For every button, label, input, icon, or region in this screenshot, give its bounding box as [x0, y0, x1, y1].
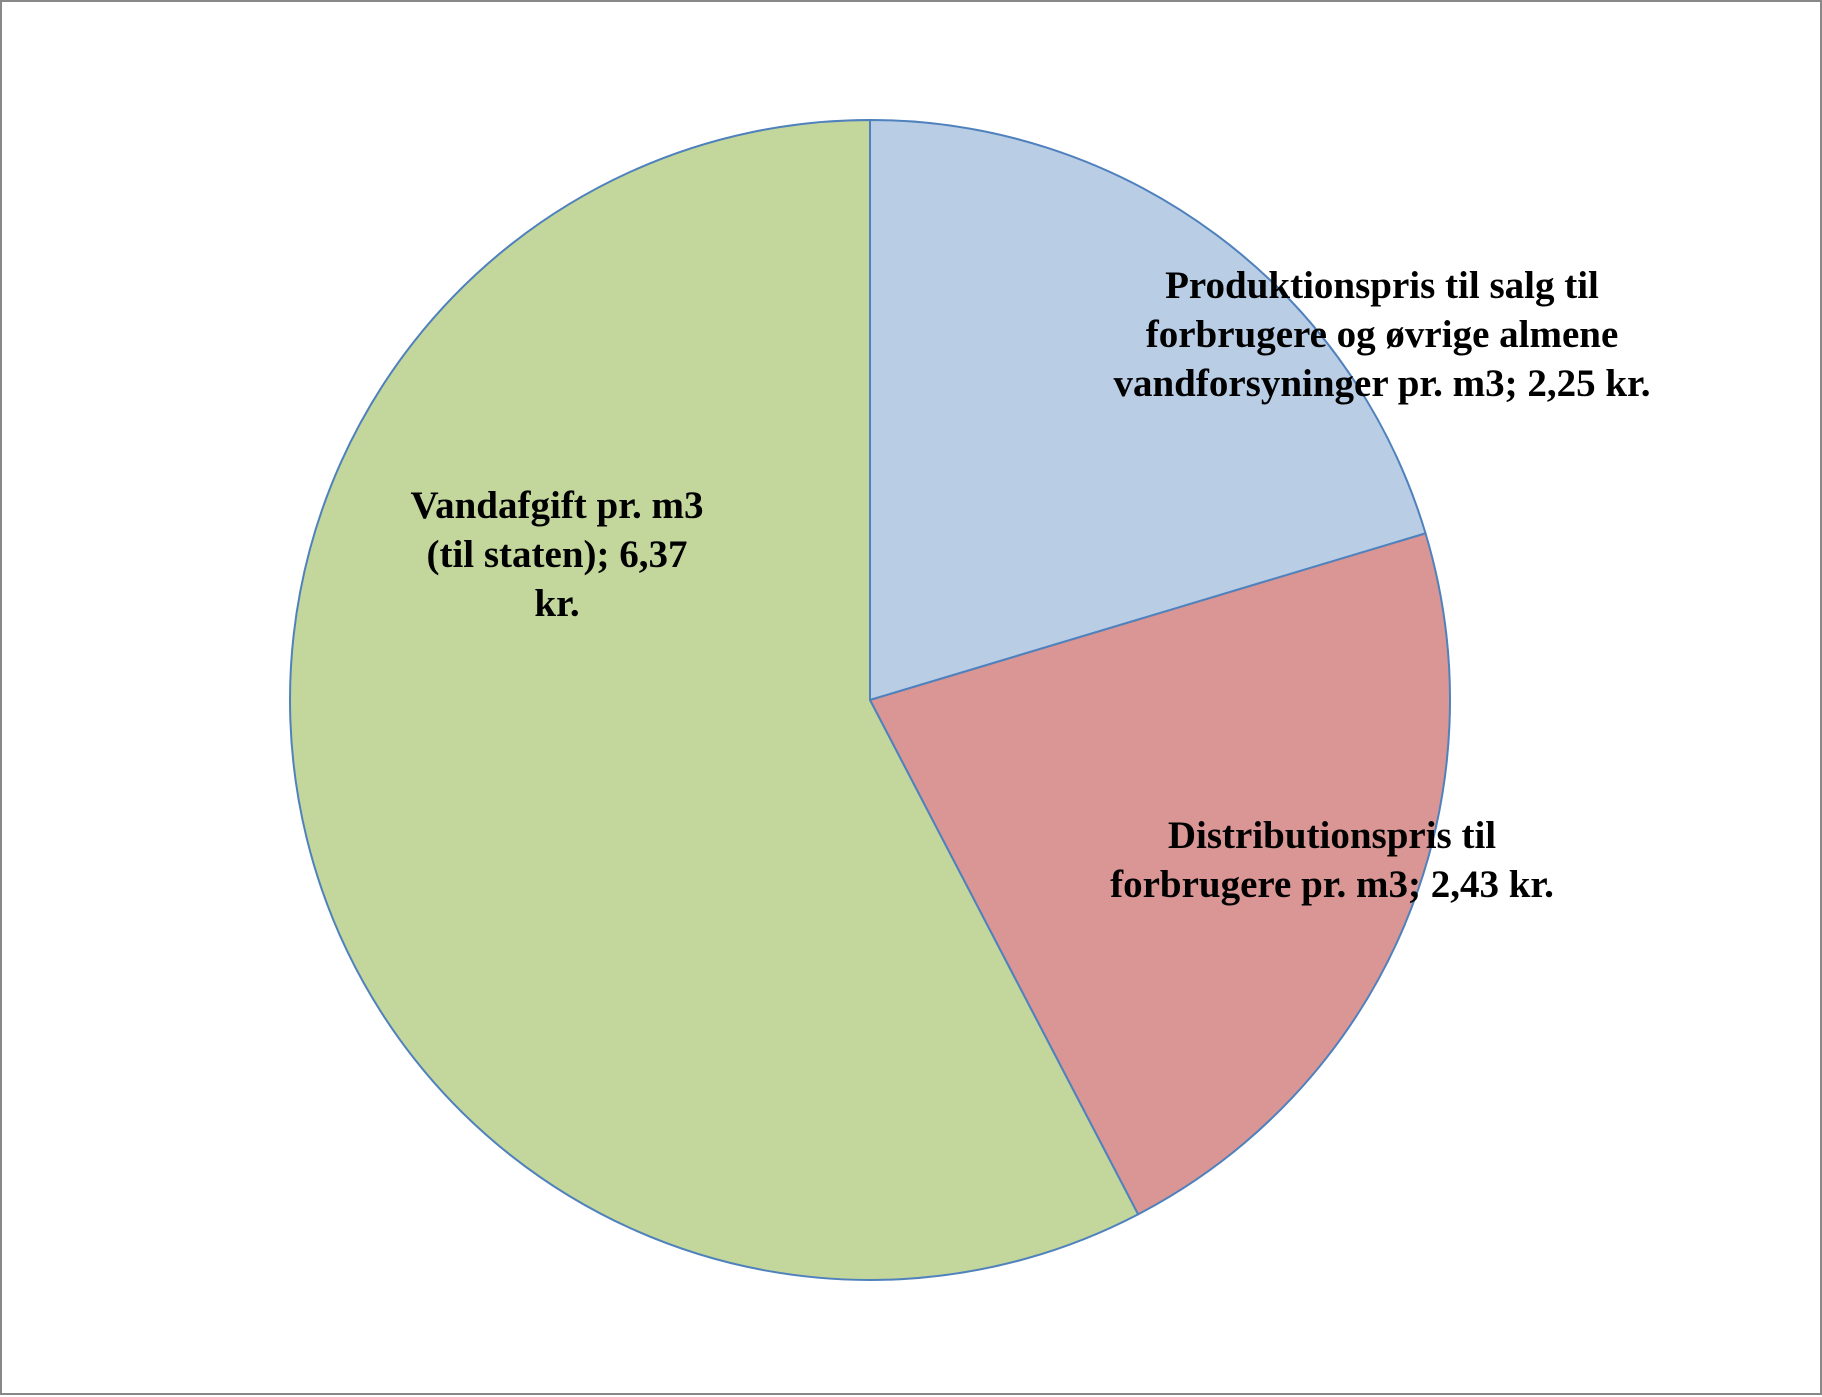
- pie-chart-svg: [2, 2, 1822, 1397]
- slice-label-distributionspris: Distributionspris til forbrugere pr. m3;…: [1012, 812, 1652, 910]
- slice-label-produktionspris: Produktionspris til salg til forbrugere …: [1022, 262, 1742, 408]
- slice-label-vandafgift: Vandafgift pr. m3 (til staten); 6,37 kr.: [332, 482, 782, 628]
- pie-chart-container: Produktionspris til salg til forbrugere …: [0, 0, 1822, 1395]
